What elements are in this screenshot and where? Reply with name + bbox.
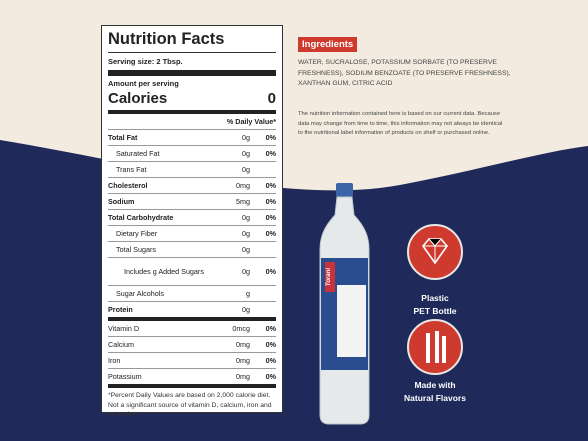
nutrient-amount: 0g (242, 305, 250, 314)
serving-size: Serving size: 2 Tbsp. (108, 53, 276, 76)
nutrient-amount: g (246, 289, 250, 298)
nutrient-dv: 0% (265, 181, 276, 190)
feature: Made with Natural Flavors (395, 379, 475, 405)
nutrient-name: Saturated Fat (116, 149, 160, 158)
nutrition-row: Vitamin D 0mcg 0% (108, 317, 276, 336)
nutrient-name: Iron (108, 356, 121, 365)
nutrient-amount: 0g (242, 229, 250, 238)
nutrient-amount: 0g (242, 165, 250, 174)
feature-line: Made with (414, 380, 456, 390)
nutrient-name: Dietary Fiber (116, 229, 158, 238)
nutrient-dv: 0% (265, 372, 276, 381)
nutrient-name: Vitamin D (108, 324, 140, 333)
nutrient-name: Total Carbohydrate (108, 213, 174, 222)
nutrient-name: Potassium (108, 372, 142, 381)
nutrient-amount: 0g (242, 149, 250, 158)
nutrient-amount: 0g (242, 213, 250, 222)
nutrient-name: Total Sugars (116, 245, 156, 254)
nutrient-name: Calcium (108, 340, 134, 349)
nutrition-row: Trans Fat 0g (108, 161, 276, 177)
nutrient-dv: 0% (265, 213, 276, 222)
nutrient-dv: 0% (265, 149, 276, 158)
nutrient-amount: 0g (242, 245, 250, 254)
nutrition-row: Sodium 5mg 0% (108, 193, 276, 209)
nutrition-row: Sugar Alcohols g (108, 285, 276, 301)
nutrient-dv: 0% (265, 229, 276, 238)
amount-per-serving: Amount per serving (108, 79, 179, 88)
nutrient-amount: 0mcg (232, 324, 250, 333)
nutrition-row: Total Sugars 0g (108, 241, 276, 257)
ingredients-badge: Ingredients (298, 37, 358, 52)
dv-header: % Daily Value* (226, 117, 276, 126)
nutrient-dv: 0% (265, 197, 276, 206)
nutrition-row: Potassium 0mg 0% (108, 368, 276, 384)
nutrient-dv: 0% (265, 133, 276, 142)
nutrient-amount: 0mg (236, 181, 250, 190)
feature-line: PET Bottle (413, 306, 457, 316)
nutrient-name: Protein (108, 305, 133, 314)
nutrition-rows: Total Fat 0g 0% Saturated Fat 0g 0% Trans Fat 0… (108, 129, 276, 384)
ingredients-text: WATER, SUCRALOSE, POTASSIUM SORBATE (TO … (298, 59, 511, 87)
nutrient-amount: 0mg (236, 372, 250, 381)
bottle: Torani (319, 183, 370, 425)
nutrition-row: Total Carbohydrate 0g 0% (108, 209, 276, 225)
feature: Plastic PET Bottle (395, 292, 475, 318)
nutrition-row: Calcium 0mg 0% (108, 336, 276, 352)
bottle-brand: Torani (326, 268, 332, 286)
nutrient-dv: 0% (265, 267, 276, 276)
nutrient-name: Trans Fat (116, 165, 147, 174)
calories-label: Calories (108, 90, 168, 107)
nutrition-row: Protein 0g (108, 301, 276, 317)
nutrient-name: Cholesterol (108, 181, 148, 190)
nutrient-amount: 0g (242, 133, 250, 142)
nutrition-row: Dietary Fiber 0g 0% (108, 225, 276, 241)
nutrient-amount: 0mg (236, 340, 250, 349)
nutrition-row: Iron 0mg 0% (108, 352, 276, 368)
nutrient-name: Sugar Alcohols (116, 289, 164, 298)
nutrition-panel: Nutrition Facts Serving size: 2 Tbsp. Am… (101, 25, 283, 418)
feature-line: Plastic (421, 293, 449, 303)
calories: Calories 0 (108, 88, 276, 114)
nutrition-title: Nutrition Facts (108, 30, 276, 53)
calories-value: 0 (267, 90, 276, 107)
nutrition-row: Includes g Added Sugars 0g 0% (108, 257, 276, 285)
nutrient-amount: 0g (242, 267, 250, 276)
nutrient-dv: 0% (265, 324, 276, 333)
nutrient-dv: 0% (265, 340, 276, 349)
disclaimer: The nutrition information contained here… (298, 111, 503, 136)
nutrition-row: Saturated Fat 0g 0% (108, 145, 276, 161)
feature-line: Natural Flavors (404, 393, 466, 403)
footnote: *Percent Daily Values are based on 2,000… (108, 384, 276, 420)
nutrition-row: Cholesterol 0mg 0% (108, 177, 276, 193)
nutrient-name: Total Fat (108, 133, 138, 142)
nutrient-name: Includes g Added Sugars (124, 267, 204, 276)
nutrient-dv: 0% (265, 356, 276, 365)
nutrient-name: Sodium (108, 197, 135, 206)
nutrient-amount: 5mg (236, 197, 250, 206)
nutrition-row: Total Fat 0g 0% (108, 129, 276, 145)
nutrient-amount: 0mg (236, 356, 250, 365)
